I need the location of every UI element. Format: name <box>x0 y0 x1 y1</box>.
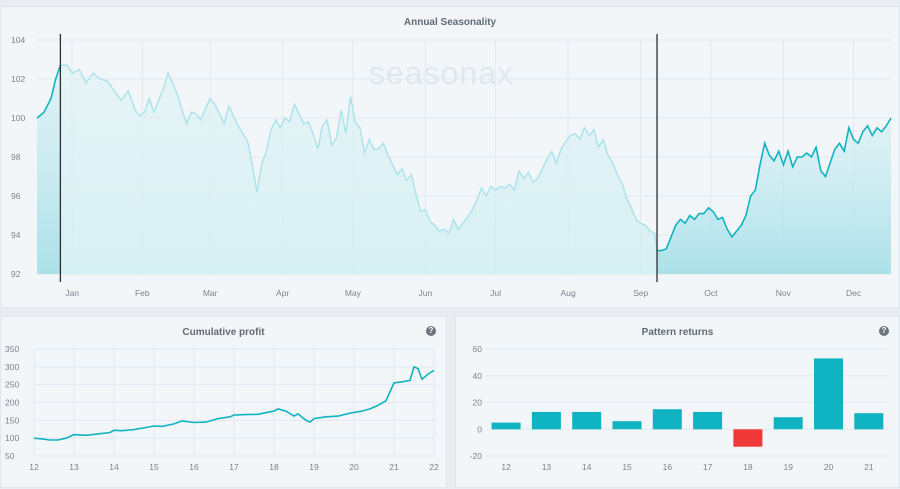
x-tick-label: 16 <box>663 462 673 472</box>
y-tick-label: 40 <box>473 371 483 381</box>
seasonality-line-highlight <box>657 117 892 252</box>
y-tick-label: 96 <box>11 191 21 201</box>
x-tick-label: Oct <box>704 288 718 298</box>
seasonality-area-highlight <box>37 65 61 274</box>
pattern-return-bar <box>733 429 763 447</box>
pattern-returns-panel: Pattern returns ? -20 0 20 40 60 12 13 14 15 16 17… <box>455 316 900 488</box>
seasonality-panel: Annual Seasonality 92 94 96 98 100 102 104 Jan F… <box>0 6 900 308</box>
x-tick-label: Sep <box>633 288 648 298</box>
x-tick-label: 12 <box>501 462 511 472</box>
cumulative-profit-line <box>33 365 435 441</box>
y-tick-label: 60 <box>473 344 483 354</box>
pattern-return-bar <box>652 409 682 430</box>
x-tick-label: 13 <box>69 462 79 472</box>
x-tick-label: 12 <box>29 462 39 472</box>
cumulative-profit-title: Cumulative profit <box>182 327 265 338</box>
x-tick-label: 16 <box>189 462 199 472</box>
watermark-logo: seasonax <box>369 55 514 91</box>
x-tick-label: Mar <box>203 288 218 298</box>
x-tick-label: 17 <box>703 462 713 472</box>
cumulative-profit-panel: Cumulative profit ? 50 100 150 200 250 300 350… <box>0 316 447 488</box>
pattern-return-bar <box>572 411 602 430</box>
pattern-returns-chart: -20 0 20 40 60 12 13 14 15 16 17 18 19 20 21 <box>470 344 889 472</box>
x-tick-label: Dec <box>846 288 862 298</box>
x-tick-label: 21 <box>864 462 874 472</box>
x-tick-label: 22 <box>429 462 439 472</box>
pattern-return-bar <box>854 413 884 430</box>
seasonality-area-faded <box>60 65 657 274</box>
x-tick-label: 19 <box>784 462 794 472</box>
help-icon[interactable]: ? <box>426 326 436 336</box>
y-tick-label: 350 <box>5 344 19 354</box>
x-tick-label: 13 <box>542 462 552 472</box>
y-tick-label: 300 <box>5 362 19 372</box>
x-tick-label: May <box>345 288 362 298</box>
x-tick-label: Apr <box>276 288 289 298</box>
seasonality-line-faded <box>60 64 658 251</box>
x-tick-label: 21 <box>389 462 399 472</box>
y-tick-label: 0 <box>477 424 482 434</box>
y-tick-label: 104 <box>11 35 25 45</box>
pattern-return-bar <box>773 417 803 430</box>
y-tick-label: 100 <box>11 113 25 123</box>
y-tick-label: 100 <box>5 433 19 443</box>
pattern-return-bar <box>612 421 642 430</box>
x-tick-label: 19 <box>309 462 319 472</box>
y-tick-label: 92 <box>11 269 21 279</box>
x-tick-label: Feb <box>135 288 150 298</box>
pattern-return-bar <box>531 411 561 430</box>
pattern-return-bar <box>491 422 521 430</box>
y-tick-label: 20 <box>473 398 483 408</box>
seasonality-title: Annual Seasonality <box>403 17 497 28</box>
seasonality-chart: 92 94 96 98 100 102 104 Jan Feb Mar Apr May Jun Jul Au… <box>11 34 892 298</box>
x-tick-label: 17 <box>229 462 239 472</box>
x-tick-label: 20 <box>824 462 834 472</box>
x-tick-label: Jan <box>65 288 79 298</box>
y-tick-label: 50 <box>5 451 15 461</box>
pattern-return-bar <box>814 358 843 430</box>
help-icon[interactable]: ? <box>879 326 889 336</box>
y-tick-label: 102 <box>11 74 25 84</box>
x-tick-label: 18 <box>743 462 753 472</box>
x-tick-label: 15 <box>149 462 159 472</box>
y-tick-label: 250 <box>5 380 19 390</box>
pattern-returns-title: Pattern returns <box>641 327 714 338</box>
x-tick-label: 15 <box>622 462 632 472</box>
x-tick-label: 18 <box>269 462 279 472</box>
x-tick-label: 14 <box>109 462 119 472</box>
x-tick-label: Jul <box>490 288 501 298</box>
seasonality-line-highlight <box>36 65 62 119</box>
x-tick-label: Nov <box>776 288 792 298</box>
pattern-return-bar <box>693 411 723 430</box>
y-tick-label: -20 <box>470 451 483 461</box>
y-tick-label: 94 <box>11 230 21 240</box>
x-tick-label: 20 <box>349 462 359 472</box>
x-tick-label: Aug <box>561 288 576 298</box>
y-tick-label: 150 <box>5 415 19 425</box>
cumulative-profit-chart: 50 100 150 200 250 300 350 12 13 14 15 16 17 18 19 20 21… <box>5 344 439 472</box>
x-tick-label: 14 <box>582 462 592 472</box>
y-tick-label: 200 <box>5 398 19 408</box>
x-tick-label: Jun <box>419 288 433 298</box>
y-tick-label: 98 <box>11 152 21 162</box>
